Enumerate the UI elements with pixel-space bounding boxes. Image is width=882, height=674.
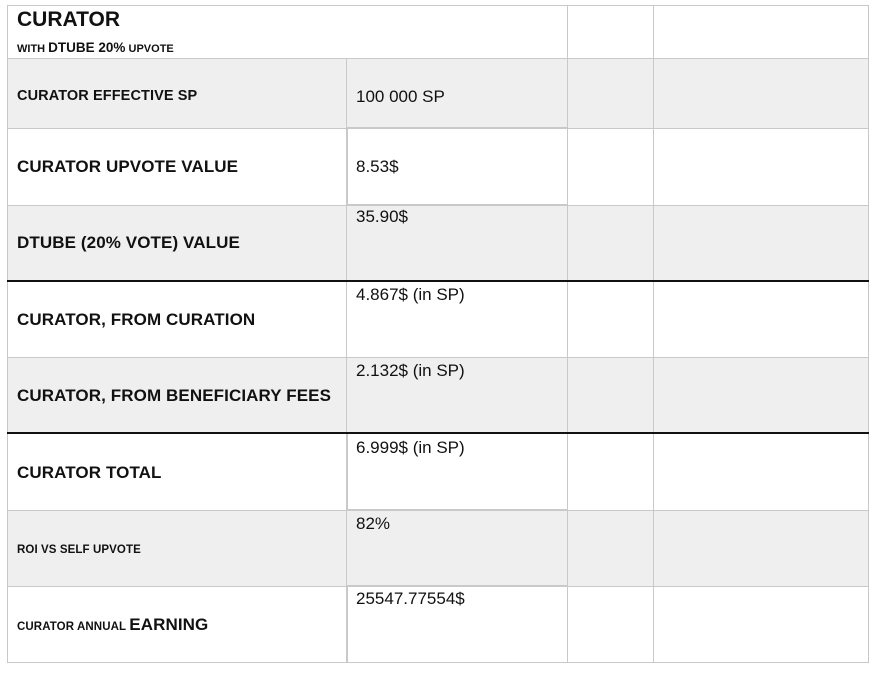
row-label-upvote-value: CURATOR UPVOTE VALUE xyxy=(17,157,239,176)
row-label-annual-earning: CURATOR ANNUAL EARNING xyxy=(17,615,208,635)
row-label-total: CURATOR TOTAL xyxy=(17,463,162,482)
sheet-title: CURATOR xyxy=(17,8,121,31)
row-label-roi: ROI VS SELF UPVOTE xyxy=(17,544,141,556)
value-effective-sp: 100 000 SP xyxy=(356,87,445,106)
annual-earning-big: EARNING xyxy=(129,615,209,634)
value-upvote-value: 8.53$ xyxy=(356,157,399,176)
value-dtube-value: 35.90$ xyxy=(356,207,408,226)
row-label-effective-sp: CURATOR EFFECTIVE SP xyxy=(17,88,198,104)
value-total: 6.999$ (in SP) xyxy=(356,438,465,457)
value-box-6 xyxy=(347,433,568,510)
spreadsheet: CURATOR WITH DTUBE 20% UPVOTE CURATOR EF… xyxy=(7,5,869,663)
row-band-3 xyxy=(7,205,869,281)
annual-earning-small: CURATOR ANNUAL xyxy=(17,621,126,633)
value-beneficiary-fees: 2.132$ (in SP) xyxy=(356,361,465,380)
section-divider-2 xyxy=(7,432,869,434)
sheet-subtitle: WITH DTUBE 20% UPVOTE xyxy=(17,40,174,55)
row-band-5 xyxy=(7,357,869,433)
row-band-1 xyxy=(7,58,869,129)
row-label-from-curation: CURATOR, FROM CURATION xyxy=(17,310,256,329)
subtitle-main: DTUBE 20% xyxy=(48,40,126,55)
value-roi: 82% xyxy=(356,514,391,533)
section-divider-1 xyxy=(7,280,869,282)
row-label-dtube-value: DTUBE (20% VOTE) VALUE xyxy=(17,233,240,252)
subtitle-prefix: WITH xyxy=(17,43,46,55)
value-annual-earning: 25547.77554$ xyxy=(356,589,465,608)
row-label-beneficiary-fees: CURATOR, FROM BENEFICIARY FEES xyxy=(17,386,332,405)
value-box-2 xyxy=(347,127,568,205)
subtitle-suffix: UPVOTE xyxy=(128,43,174,55)
value-from-curation: 4.867$ (in SP) xyxy=(356,285,465,304)
row-band-7 xyxy=(7,510,869,586)
